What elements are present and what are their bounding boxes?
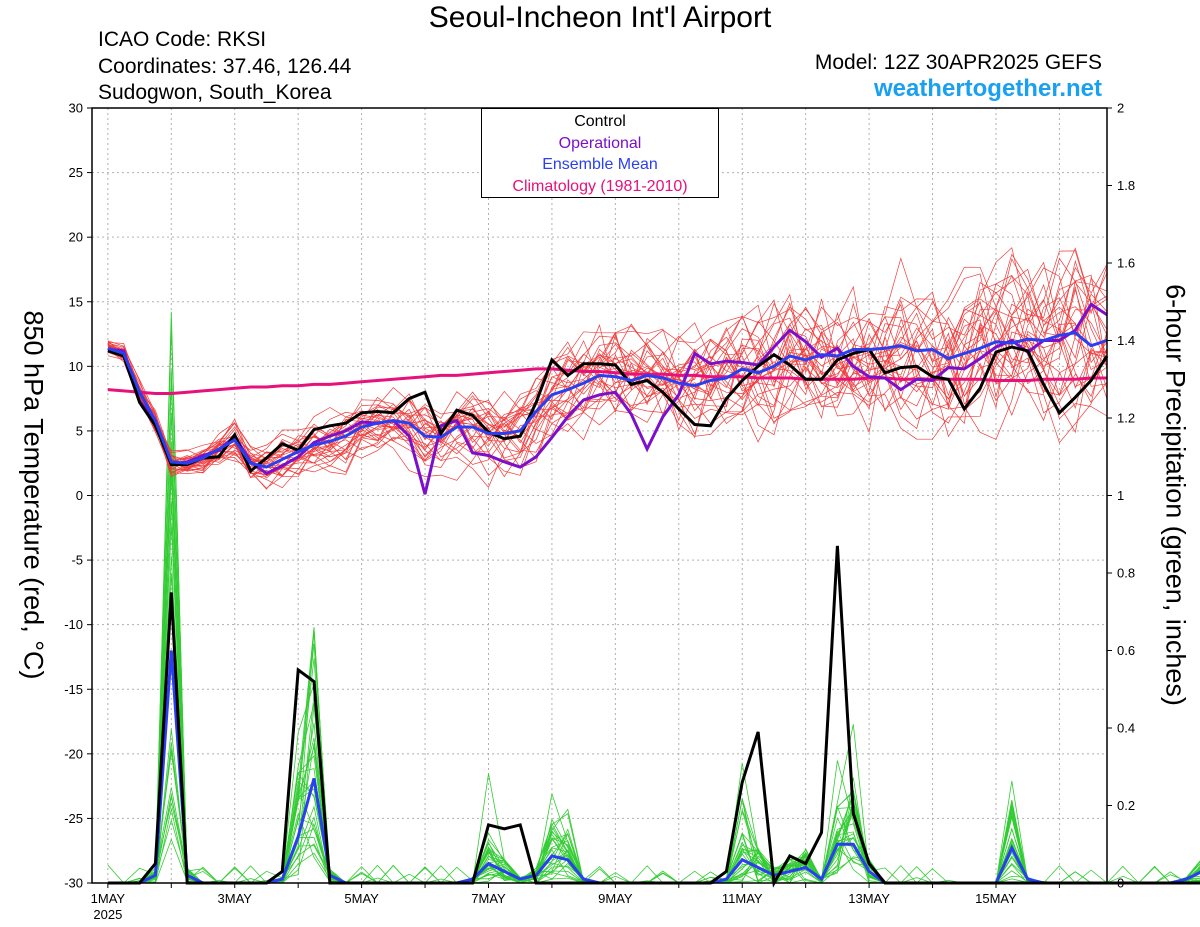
coordinates: Coordinates: 37.46, 126.44 [98,55,352,78]
icao-code: ICAO Code: RKSI [98,28,267,51]
x-year-label: 2025 [93,907,122,922]
temperature-member-line [107,247,1108,478]
chart-title: Seoul-Incheon Int'l Airport [428,1,772,34]
precip-member-line [107,658,1200,884]
y2-tick-label: 0.4 [1117,721,1135,736]
precip-member-line [107,749,1200,884]
y2-tick-label: 0.2 [1117,798,1135,813]
y2-tick-label: 1.4 [1117,333,1135,348]
temperature-member-line [107,258,1108,479]
y-tick-label: -5 [71,553,83,568]
location: Sudogwon, South_Korea [98,81,332,104]
y-tick-label: 10 [69,359,83,374]
model-run: Model: 12Z 30APR2025 GEFS [814,51,1102,74]
precip-member-line [107,573,1200,884]
main-series [107,302,1200,888]
y-tick-label: 5 [76,423,83,438]
x-tick-label: 11MAY [722,891,763,906]
y-tick-label: -15 [64,682,83,697]
y2-tick-label: 0.6 [1117,643,1135,658]
y-axis-label-right: 6-hour Precipitation (green, inches) [1160,284,1191,706]
y2-tick-label: 0.8 [1117,566,1135,581]
x-tick-label: 13MAY [848,891,890,906]
y2-tick-label: 1.6 [1117,256,1135,271]
x-tick-label: 9MAY [598,891,633,906]
legend-ensemble-mean: Ensemble Mean [542,156,658,173]
y-tick-label: 30 [69,101,83,116]
y2-tick-label: 0 [1117,876,1124,891]
temperature-control-line [107,345,1109,474]
plot-frame [91,107,1108,884]
precip-member-line [107,601,1200,884]
y-tick-label: -25 [64,811,83,826]
precip-member-line [107,722,1200,884]
precip-member-line [107,500,1200,884]
temperature-ensemble-mean-line [107,331,1108,469]
precip-member-line [107,555,1200,884]
precip-member-line [107,728,1200,884]
x-tick-label: 15MAY [975,891,1017,906]
right-axis-ticks: 2 1.8 1.6 1.4 1.2 1 0.8 0.6 0.4 0.2 0 [1107,101,1135,891]
y2-tick-label: 1.2 [1117,411,1135,426]
precip-member-line [107,797,1200,884]
precip-member-line [107,755,1200,884]
precip-member-line [107,441,1200,884]
precip-member-line [107,412,1200,884]
temperature-member-line [107,274,1108,490]
precip-member-line [107,601,1200,884]
precip-member-line [107,643,1200,884]
bottom-axis-ticks: 1MAY 3MAY 5MAY 7MAY 9MAY 11MAY 13MAY 15MAY 2025 [91,883,1060,922]
legend-climatology: Climatology (1981-2010) [512,177,688,195]
x-tick-label: 1MAY [91,891,126,906]
precip-ensemble-mean-line [107,650,1200,885]
precip-member-line [107,525,1200,884]
precip-member-line [107,459,1200,884]
precip-member-line [107,325,1200,884]
precip-member-line [107,763,1200,884]
x-tick-label: 7MAY [471,891,506,906]
temperature-member-line [107,303,1108,476]
x-tick-label: 3MAY [218,891,253,906]
temperature-operational-line [107,302,1108,495]
y-tick-label: -10 [64,617,83,632]
precip-member-line [107,503,1200,884]
precip-member-line [107,806,1200,884]
precip-member-line [107,369,1200,884]
y-tick-label: -20 [64,746,83,761]
precip-member-line [107,794,1200,884]
y-tick-label: -30 [64,876,83,891]
temperature-member-line [107,295,1108,475]
precip-control-line [107,545,1200,888]
y-tick-label: 25 [69,165,83,180]
legend-operational: Operational [558,134,642,152]
y2-tick-label: 1.8 [1117,178,1135,193]
temperature-member-line [107,338,1108,478]
legend-control: Control [574,113,626,130]
legend: Control Operational Ensemble Mean Climat… [481,108,719,198]
y-tick-label: 0 [76,488,83,503]
precip-member-line [107,593,1200,884]
precip-member-line [107,742,1200,884]
y2-tick-label: 1 [1117,488,1124,503]
y-axis-label-left: 850 hPa Temperature (red, °C) [18,310,49,680]
temperature-member-line [107,323,1108,488]
x-tick-label: 5MAY [344,891,379,906]
brand-link[interactable]: weathertogether.net [873,75,1102,102]
temperature-member-line [107,298,1108,478]
y2-tick-label: 2 [1117,101,1124,116]
y-tick-label: 20 [69,230,83,245]
precip-member-line [107,474,1200,884]
left-axis-ticks: 30 25 20 15 10 5 0 -5 -10 -15 -20 -25 -30 [64,101,92,891]
grid-lines [92,108,1107,883]
y-tick-label: 15 [69,294,83,309]
